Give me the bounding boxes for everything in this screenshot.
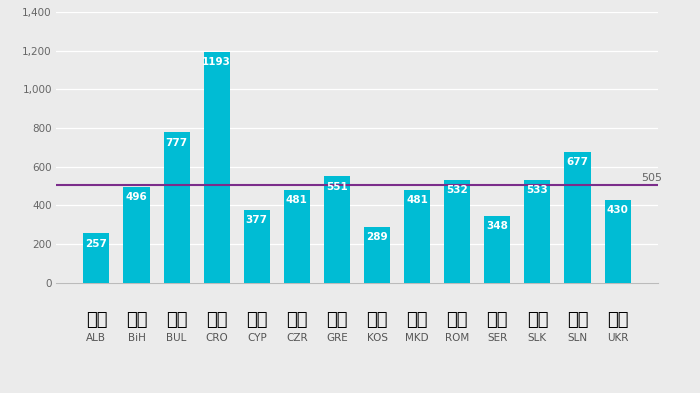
- Text: 533: 533: [526, 185, 548, 195]
- Text: 🇺🇦: 🇺🇦: [607, 311, 629, 329]
- Text: 🇨🇿: 🇨🇿: [286, 311, 307, 329]
- Text: 🇨🇾: 🇨🇾: [246, 311, 267, 329]
- Text: 🇷🇸: 🇷🇸: [486, 311, 508, 329]
- Bar: [164, 132, 190, 283]
- Bar: [364, 227, 390, 283]
- Text: 677: 677: [566, 157, 589, 167]
- Text: 🇭🇷: 🇭🇷: [206, 311, 228, 329]
- Text: 🇲🇰: 🇲🇰: [407, 311, 428, 329]
- Bar: [605, 200, 631, 283]
- Text: 551: 551: [326, 182, 348, 192]
- Bar: [524, 180, 550, 283]
- Bar: [484, 215, 510, 283]
- Text: 🇧🇦: 🇧🇦: [126, 311, 147, 329]
- Bar: [284, 190, 310, 283]
- Text: 257: 257: [85, 239, 107, 249]
- Text: 🇸🇮: 🇸🇮: [567, 311, 588, 329]
- Text: 496: 496: [125, 192, 148, 202]
- Text: 289: 289: [366, 232, 388, 242]
- Text: 777: 777: [165, 138, 188, 148]
- Text: 🇷🇴: 🇷🇴: [447, 311, 468, 329]
- Bar: [83, 233, 109, 283]
- Text: 532: 532: [447, 185, 468, 195]
- Bar: [444, 180, 470, 283]
- Text: 481: 481: [286, 195, 308, 205]
- Text: 🇽🇰: 🇽🇰: [366, 311, 388, 329]
- Text: 430: 430: [607, 205, 629, 215]
- Bar: [204, 52, 230, 283]
- Text: 348: 348: [486, 221, 508, 231]
- Bar: [404, 190, 430, 283]
- Bar: [564, 152, 591, 283]
- Text: 505: 505: [642, 173, 663, 183]
- Bar: [324, 176, 350, 283]
- Bar: [123, 187, 150, 283]
- Text: 377: 377: [246, 215, 268, 225]
- Text: 🇦🇱: 🇦🇱: [85, 311, 107, 329]
- Text: 🇬🇷: 🇬🇷: [326, 311, 348, 329]
- Bar: [244, 210, 270, 283]
- Text: 481: 481: [406, 195, 428, 205]
- Text: 1193: 1193: [202, 57, 231, 67]
- Text: 🇸🇰: 🇸🇰: [526, 311, 548, 329]
- Text: 🇧🇬: 🇧🇬: [166, 311, 188, 329]
